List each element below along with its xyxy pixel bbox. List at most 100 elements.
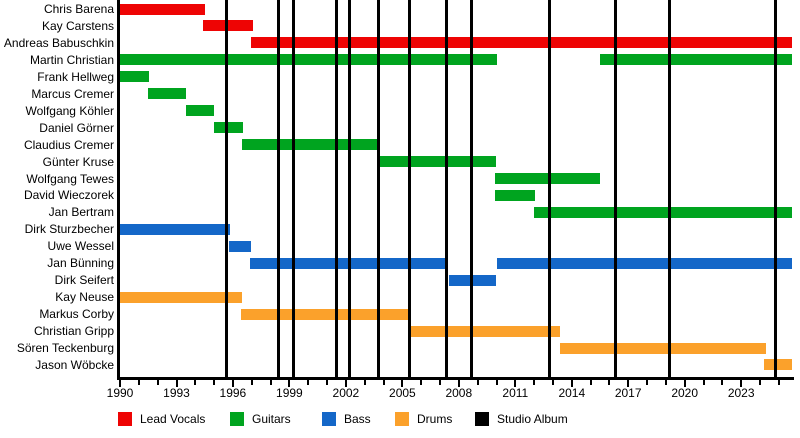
- major-tick: [514, 380, 517, 387]
- minor-tick: [269, 380, 272, 385]
- x-tick-label: 1990: [106, 386, 134, 400]
- x-tick-label: 2008: [445, 386, 473, 400]
- x-tick-label: 1993: [163, 386, 190, 400]
- minor-tick: [194, 380, 197, 385]
- minor-tick: [759, 380, 761, 385]
- timeline-bar: [763, 359, 792, 371]
- legend-item-drums: Drums: [395, 411, 452, 426]
- minor-tick: [495, 380, 498, 385]
- timeline-bar: [214, 122, 244, 134]
- major-tick: [119, 380, 121, 387]
- major-tick: [683, 380, 686, 387]
- legend-item-album: Studio Album: [475, 411, 568, 426]
- major-tick: [175, 380, 178, 387]
- member-label: Sören Teckenburg: [16, 341, 114, 355]
- minor-tick: [476, 380, 479, 385]
- minor-tick: [156, 380, 159, 385]
- studio-album-line: [773, 0, 777, 378]
- minor-tick: [721, 380, 724, 385]
- member-label: Christian Gripp: [33, 324, 114, 339]
- minor-tick: [589, 380, 592, 385]
- timeline-bar: [449, 274, 497, 286]
- minor-tick: [420, 380, 423, 385]
- album-color-swatch: [475, 411, 489, 426]
- studio-album-line: [291, 0, 295, 378]
- member-label: Dirk Seifert: [54, 273, 114, 288]
- timeline-bar: [120, 223, 231, 235]
- legend-label: Bass: [344, 411, 371, 426]
- vocals-color-swatch: [118, 411, 132, 426]
- minor-tick: [382, 380, 385, 385]
- minor-tick: [326, 380, 329, 385]
- member-label: Claudius Cremer: [23, 137, 114, 152]
- legend-label: Drums: [417, 411, 453, 426]
- x-tick-label: 2023: [727, 386, 755, 400]
- member-label: Jason Wöbcke: [35, 357, 114, 372]
- timeline-bar: [120, 291, 243, 303]
- minor-tick: [250, 380, 253, 385]
- member-label: Daniel Görner: [39, 120, 114, 135]
- guitars-color-swatch: [230, 411, 244, 426]
- timeline-bar: [534, 206, 792, 218]
- studio-album-line: [613, 0, 617, 378]
- x-tick-label: 1996: [219, 386, 247, 400]
- studio-album-line: [547, 0, 551, 378]
- x-tick-label: 2014: [558, 386, 586, 400]
- timeline-bar: [409, 325, 561, 337]
- x-tick-label: 2002: [332, 386, 360, 400]
- studio-album-line: [276, 0, 280, 378]
- member-label: Jan Bertram: [48, 205, 114, 220]
- member-label: Uwe Wessel: [47, 239, 114, 254]
- minor-tick: [213, 380, 216, 385]
- member-label: Wolfgang Tewes: [26, 171, 114, 186]
- major-tick: [231, 380, 234, 387]
- minor-tick: [608, 380, 611, 385]
- legend-label: Guitars: [252, 411, 291, 426]
- minor-tick: [777, 380, 780, 385]
- x-tick-label: 2020: [671, 386, 699, 400]
- studio-album-line: [348, 0, 352, 378]
- major-tick: [570, 380, 573, 387]
- timeline-bar: [600, 54, 792, 66]
- member-label: Kay Carstens: [41, 18, 114, 33]
- member-label: David Wieczorek: [23, 188, 114, 203]
- x-axis-line: [117, 377, 794, 380]
- minor-tick: [137, 380, 140, 385]
- minor-tick: [307, 380, 310, 385]
- member-label: Marcus Cremer: [31, 86, 114, 101]
- major-tick: [288, 380, 291, 387]
- member-label: Günter Kruse: [42, 154, 114, 169]
- legend-label: Lead Vocals: [140, 411, 206, 426]
- major-tick: [457, 380, 460, 387]
- bass-color-swatch: [322, 411, 336, 426]
- timeline-bar: [120, 3, 205, 15]
- minor-tick: [363, 380, 366, 385]
- y-axis-line: [117, 0, 120, 380]
- major-tick: [627, 380, 630, 387]
- member-label: Dirk Sturzbecher: [24, 222, 114, 237]
- timeline-bar: [120, 54, 497, 66]
- timeline-bar: [120, 71, 150, 83]
- member-label: Frank Hellweg: [37, 69, 114, 84]
- legend-label: Studio Album: [497, 411, 568, 426]
- timeline-bar: [148, 88, 186, 100]
- x-tick-label: 2017: [614, 386, 642, 400]
- x-tick-label: 2011: [502, 386, 529, 400]
- studio-album-line: [408, 0, 412, 378]
- x-tick-label: 2005: [389, 386, 416, 400]
- member-label: Chris Barena: [43, 2, 114, 16]
- timeline-bar: [240, 308, 411, 320]
- timeline-bar: [185, 105, 215, 117]
- member-label: Kay Neuse: [55, 290, 114, 305]
- minor-tick: [702, 380, 705, 385]
- major-tick: [344, 380, 347, 387]
- drums-color-swatch: [395, 411, 409, 426]
- timeline-bar: [229, 240, 251, 252]
- minor-tick: [551, 380, 554, 385]
- member-label: Wolfgang Köhler: [25, 103, 115, 118]
- minor-tick: [646, 380, 649, 385]
- studio-album-line: [668, 0, 672, 378]
- timeline-bar: [494, 173, 600, 184]
- studio-album-line: [445, 0, 449, 378]
